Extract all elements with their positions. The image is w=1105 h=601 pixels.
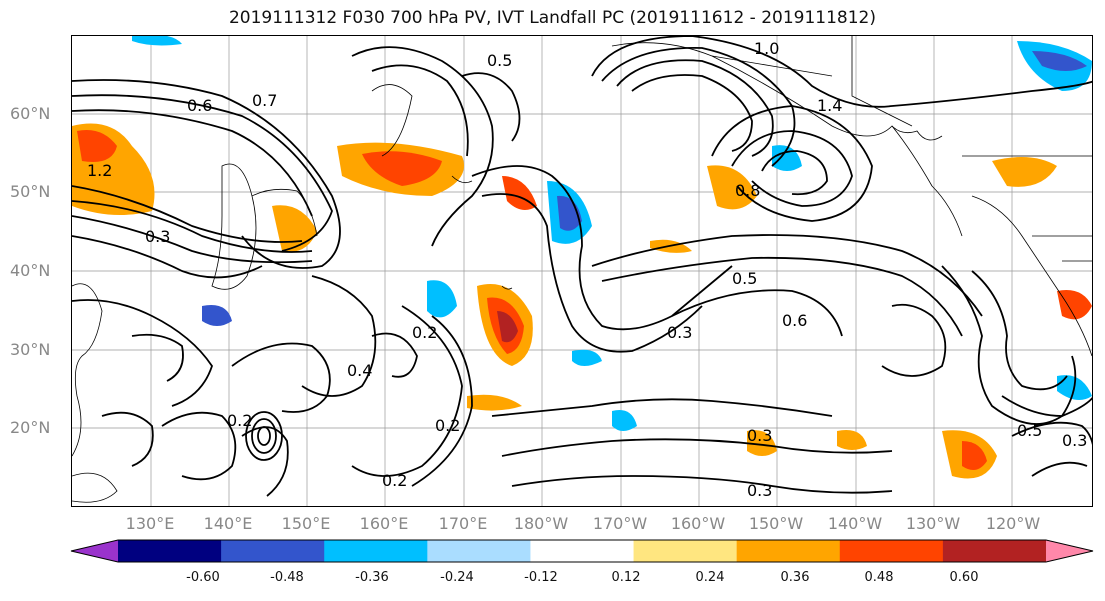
anomaly-positive <box>707 165 757 210</box>
colorbar-tick: 0.24 <box>695 570 725 585</box>
map-panel: 1.0 1.4 0.6 0.7 0.5 0.8 1.2 0.3 0.2 0.4 … <box>71 35 1093 507</box>
anomaly-positive <box>1057 290 1092 320</box>
colorbar-segment <box>324 540 428 562</box>
contour-label: 1.2 <box>87 161 112 180</box>
lon-label: 150°E <box>281 514 331 533</box>
colorbar-segment <box>839 540 944 562</box>
colorbar-tick: 0.36 <box>780 570 810 585</box>
contour-label: 1.0 <box>754 39 779 58</box>
contour-label: 0.6 <box>187 96 212 115</box>
contour-label: 0.5 <box>1017 421 1042 440</box>
colorbar-segments <box>70 539 1094 563</box>
contour-label: 0.7 <box>252 91 277 110</box>
map-title: 2019111312 F030 700 hPa PV, IVT Landfall… <box>228 8 876 28</box>
lon-label: 150°W <box>748 514 804 533</box>
anomaly-positive <box>992 157 1057 187</box>
colorbar-outline <box>70 539 1094 563</box>
contour-label: 0.2 <box>435 416 460 435</box>
colorbar-segment <box>942 540 1047 562</box>
lon-label: 130°E <box>125 514 175 533</box>
contour-label: 0.3 <box>1062 431 1087 450</box>
colorbar-tick: -0.36 <box>355 570 389 585</box>
anomaly-positive <box>362 151 442 186</box>
colorbar-tick: -0.12 <box>524 570 558 585</box>
anomaly-negative <box>427 280 457 318</box>
lat-label: 40°N <box>10 261 51 280</box>
anomaly-positive <box>77 130 117 162</box>
colorbar-segment <box>1046 540 1093 562</box>
lon-label: 140°E <box>203 514 253 533</box>
colorbar <box>70 539 1094 563</box>
anomaly-negative <box>572 349 602 366</box>
lat-label: 60°N <box>10 104 51 123</box>
anomaly-negative <box>202 305 232 326</box>
coastlines <box>72 36 1092 503</box>
colorbar-segment <box>633 540 738 562</box>
contour-label: 0.2 <box>412 323 437 342</box>
lon-label: 170°W <box>592 514 648 533</box>
colorbar-segment <box>530 540 635 562</box>
contour-label: 0.3 <box>747 481 772 500</box>
contour-label: 0.5 <box>732 269 757 288</box>
anomaly-positive <box>497 311 518 343</box>
lon-label: 170°E <box>438 514 488 533</box>
colorbar-segment <box>71 540 118 562</box>
contour-label: 0.3 <box>667 323 692 342</box>
map-canvas: 1.0 1.4 0.6 0.7 0.5 0.8 1.2 0.3 0.2 0.4 … <box>72 36 1092 506</box>
lat-label: 50°N <box>10 182 51 201</box>
contour-label: 0.2 <box>382 471 407 490</box>
anomaly-positive <box>272 205 317 252</box>
contour-label: 0.3 <box>747 426 772 445</box>
anomaly-negative <box>612 410 637 431</box>
colorbar-tick: -0.48 <box>270 570 304 585</box>
contour-label: 1.4 <box>817 96 842 115</box>
lat-label: 30°N <box>10 340 51 359</box>
anomaly-negative <box>132 36 182 46</box>
contour-label: 0.8 <box>735 181 760 200</box>
anomaly-positive <box>747 430 777 456</box>
anomaly-positive <box>467 394 522 411</box>
anomaly-negative <box>557 195 582 231</box>
contour-label: 0.3 <box>145 227 170 246</box>
anomaly-positive <box>837 430 867 450</box>
colorbar-segment <box>427 540 531 562</box>
lon-label: 140°W <box>827 514 883 533</box>
colorbar-tick: -0.60 <box>186 570 220 585</box>
contour-label: 0.4 <box>347 361 372 380</box>
contour-lines <box>72 36 1092 497</box>
colorbar-tick: -0.24 <box>440 570 474 585</box>
contour-label: 0.6 <box>782 311 807 330</box>
lat-label: 20°N <box>10 418 51 437</box>
lon-label: 120°W <box>985 514 1041 533</box>
lon-label: 130°W <box>905 514 961 533</box>
colorbar-segment <box>118 540 222 562</box>
colorbar-tick: 0.12 <box>611 570 641 585</box>
lon-label: 160°E <box>359 514 409 533</box>
contour-label: 0.2 <box>227 411 252 430</box>
lon-label: 180°W <box>513 514 569 533</box>
colorbar-tick: 0.60 <box>949 570 979 585</box>
contour-label: 0.5 <box>487 51 512 70</box>
gridlines <box>72 36 1092 506</box>
contour-labels: 1.0 1.4 0.6 0.7 0.5 0.8 1.2 0.3 0.2 0.4 … <box>87 39 1087 500</box>
colorbar-segment <box>736 540 841 562</box>
lon-label: 160°W <box>670 514 726 533</box>
anomaly-negative <box>1032 51 1087 71</box>
colorbar-tick: 0.48 <box>864 570 894 585</box>
colorbar-segment <box>221 540 325 562</box>
anomaly-positive <box>962 441 987 470</box>
